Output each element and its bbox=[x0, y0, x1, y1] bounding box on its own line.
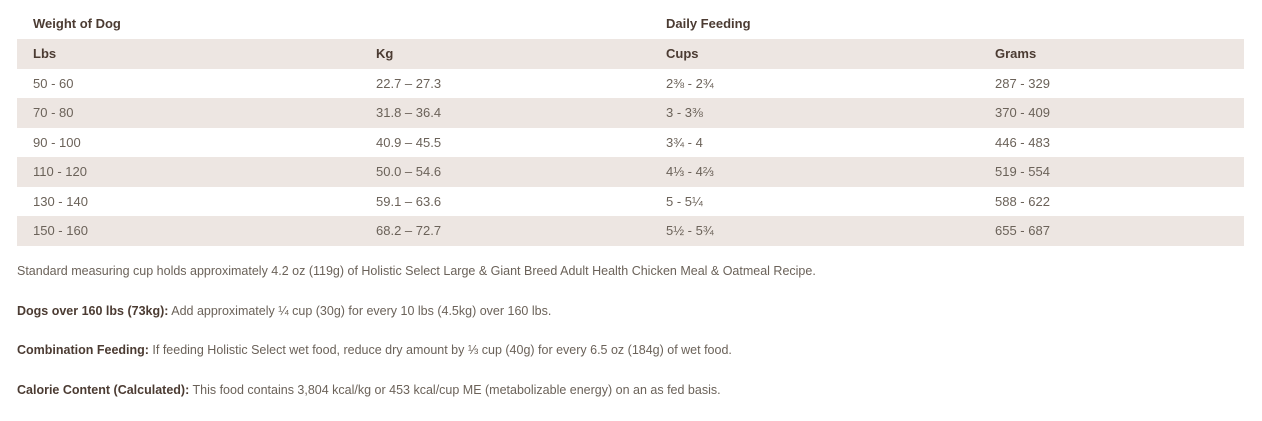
cell-kg: 50.0 – 54.6 bbox=[360, 157, 650, 187]
table-row: 110 - 120 50.0 – 54.6 4⅓ - 4⅔ 519 - 554 bbox=[17, 157, 1244, 187]
calorie-content-text: This food contains 3,804 kcal/kg or 453 … bbox=[189, 382, 721, 397]
table-row: 150 - 160 68.2 – 72.7 5½ - 5¾ 655 - 687 bbox=[17, 216, 1244, 246]
over-160-note: Dogs over 160 lbs (73kg): Add approximat… bbox=[17, 303, 1247, 319]
cell-cups: 5 - 5¼ bbox=[666, 193, 703, 209]
cell-grams: 655 - 687 bbox=[979, 216, 1244, 246]
cell-grams: 588 - 622 bbox=[995, 193, 1050, 209]
cell-kg: 40.9 – 45.5 bbox=[376, 134, 442, 150]
calorie-content-lead: Calorie Content (Calculated): bbox=[17, 382, 190, 397]
cell-grams: 370 - 409 bbox=[979, 98, 1244, 128]
cell-lbs: 130 - 140 bbox=[33, 193, 88, 209]
table-row: 50 - 60 22.7 – 27.3 2⅜ - 2¾ 287 - 329 bbox=[17, 69, 1244, 99]
cell-kg: 22.7 – 27.3 bbox=[376, 75, 442, 91]
table-row: 90 - 100 40.9 – 45.5 3¾ - 4 446 - 483 bbox=[17, 128, 1244, 158]
column-header-kg: Kg bbox=[360, 39, 650, 69]
cell-lbs: 70 - 80 bbox=[17, 98, 360, 128]
cell-cups: 4⅓ - 4⅔ bbox=[650, 157, 979, 187]
cell-grams: 287 - 329 bbox=[995, 75, 1050, 91]
over-160-lead: Dogs over 160 lbs (73kg): bbox=[17, 303, 169, 318]
cell-grams: 446 - 483 bbox=[995, 134, 1050, 150]
calorie-content-note: Calorie Content (Calculated): This food … bbox=[17, 382, 1247, 398]
over-160-text: Add approximately ¼ cup (30g) for every … bbox=[168, 303, 552, 318]
measuring-cup-note: Standard measuring cup holds approximate… bbox=[17, 263, 1247, 279]
table-header-row: Lbs Kg Cups Grams bbox=[17, 39, 1244, 69]
cell-cups: 2⅜ - 2¾ bbox=[666, 75, 714, 91]
column-header-cups: Cups bbox=[650, 39, 979, 69]
feeding-group-label: Daily Feeding bbox=[666, 16, 751, 31]
feeding-notes: Standard measuring cup holds approximate… bbox=[17, 263, 1247, 421]
cell-cups: 3 - 3⅜ bbox=[650, 98, 979, 128]
combination-feeding-lead: Combination Feeding: bbox=[17, 343, 149, 357]
cell-kg: 31.8 – 36.4 bbox=[360, 98, 650, 128]
cell-cups: 5½ - 5¾ bbox=[650, 216, 979, 246]
cell-cups: 3¾ - 4 bbox=[666, 134, 703, 150]
column-header-lbs: Lbs bbox=[17, 39, 360, 69]
cell-kg: 59.1 – 63.6 bbox=[376, 193, 442, 209]
measuring-cup-text: Standard measuring cup holds approximate… bbox=[17, 264, 816, 278]
cell-lbs: 110 - 120 bbox=[17, 157, 360, 187]
feeding-table-section: Weight of Dog Daily Feeding Lbs Kg Cups … bbox=[17, 0, 1244, 246]
feeding-table: Lbs Kg Cups Grams 50 - 60 22.7 – 27.3 2⅜… bbox=[17, 39, 1244, 246]
cell-lbs: 150 - 160 bbox=[17, 216, 360, 246]
cell-kg: 68.2 – 72.7 bbox=[360, 216, 650, 246]
cell-grams: 519 - 554 bbox=[979, 157, 1244, 187]
combination-feeding-note: Combination Feeding: If feeding Holistic… bbox=[17, 342, 1247, 358]
combination-feeding-text: If feeding Holistic Select wet food, red… bbox=[148, 343, 732, 357]
cell-lbs: 90 - 100 bbox=[33, 134, 81, 150]
table-group-header: Weight of Dog Daily Feeding bbox=[17, 0, 1244, 39]
table-row: 130 - 140 59.1 – 63.6 5 - 5¼ 588 - 622 bbox=[17, 187, 1244, 217]
column-header-grams: Grams bbox=[979, 39, 1244, 69]
cell-lbs: 50 - 60 bbox=[33, 75, 74, 91]
table-row: 70 - 80 31.8 – 36.4 3 - 3⅜ 370 - 409 bbox=[17, 98, 1244, 128]
weight-group-label: Weight of Dog bbox=[33, 16, 121, 31]
